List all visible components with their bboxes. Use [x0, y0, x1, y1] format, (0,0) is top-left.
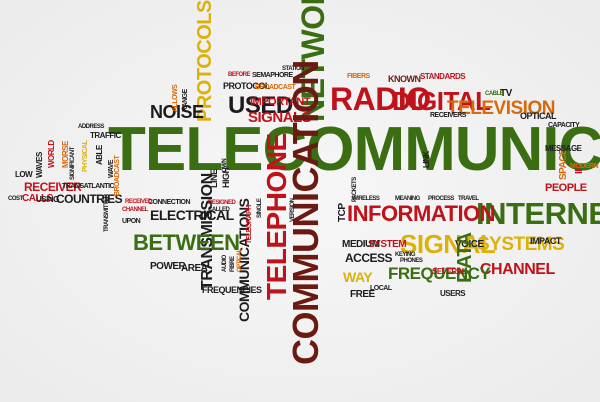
word-cost: COST [8, 196, 23, 202]
word-signal: SIGNAL [400, 229, 496, 259]
word-physical: PHYSICAL [82, 140, 89, 172]
word-important: IMPORTANT [250, 96, 311, 108]
word-television: TELEVISION [447, 98, 555, 119]
word-internet: INTERNET [476, 196, 600, 231]
word-meaning: MEANING [395, 196, 420, 202]
word-noise: NOISE [150, 102, 204, 122]
word-semaphore: SEMAPHORE [252, 72, 293, 79]
word-modern: MODERN [570, 163, 599, 170]
word-power: POWER [150, 261, 186, 272]
word-cable: CABLE [485, 91, 504, 97]
word-wireless: WIRELESS [352, 196, 380, 202]
word-before: BEFORE [228, 72, 251, 78]
word-radio: RADIO [330, 81, 431, 117]
word-range: RANGE [182, 89, 189, 112]
word-process: PROCESS [428, 196, 454, 202]
word-people: PEOPLE [545, 182, 587, 194]
word-information: INFORMATION [347, 201, 496, 226]
word-fibre: FIBRE [230, 256, 236, 273]
word-single: SINGLE [257, 198, 263, 218]
word-address: ADDRESS [78, 124, 104, 130]
word-channels: CHANNEL [122, 207, 148, 213]
word-capacity: CAPACITY [548, 122, 580, 129]
word-channel: CHANNEL [480, 261, 555, 278]
word-telephone: TELEPHONE [261, 133, 292, 300]
word-tv: TV [500, 88, 512, 99]
word-traffic: TRAFFIC [90, 131, 121, 140]
word-electrical: ELECTRICAL [150, 207, 234, 223]
word-known: KNOWN [388, 74, 421, 84]
word-transmitter: TRANSMITTER [104, 194, 110, 233]
word-users: USERS [440, 289, 466, 298]
word-digital: DIGITAL [392, 86, 491, 116]
word-signals: SIGNALS [248, 109, 312, 126]
word-low: LOW [15, 170, 33, 179]
word-link: LINK [422, 151, 431, 168]
word-area: AREA [181, 263, 208, 274]
word-connection: CONNECTION [148, 199, 191, 206]
word-voice: VOICE [455, 239, 484, 250]
word-free: FREE [350, 289, 375, 300]
word-system: SYSTEM [368, 239, 407, 250]
word-impact: IMPACT [530, 236, 561, 246]
word-broadcast-2: BROADCAST [114, 155, 121, 196]
word-waves: WAVES [35, 152, 44, 178]
word-frequency: FREQUENCY [388, 264, 491, 283]
word-phones: PHONES [400, 258, 423, 264]
word-medium: MEDIUM [342, 239, 380, 250]
word-tcp: TCP [337, 203, 348, 223]
word-several: SEVERAL [432, 267, 467, 276]
word-receivers: RECEIVERS [430, 112, 466, 119]
word-systems: SYSTEMS [477, 234, 565, 255]
word-space: SPACE [558, 148, 569, 180]
word-local: LOCAL [370, 285, 392, 292]
word-broadcast: BROADCAST [255, 84, 296, 91]
word-able: ABLE [95, 145, 104, 165]
word-protocol: PROTOCOL [223, 81, 270, 91]
word-audio: AUDIO [222, 255, 228, 272]
word-allows: ALLOWS [172, 84, 179, 112]
word-access: ACCESS [345, 251, 393, 265]
word-keying: KEYING [395, 252, 416, 258]
word-version: VERSION [290, 198, 296, 222]
word-received: RECEIVED [125, 199, 152, 205]
word-line: LINE [209, 169, 219, 188]
word-own: OWN [222, 158, 228, 172]
word-receiver: RECEIVER [24, 180, 82, 194]
word-station: STATION [282, 66, 304, 72]
word-world: WORLD [47, 140, 56, 168]
word-countries: COUNTRIES [56, 192, 123, 206]
word-using: USING [36, 195, 59, 204]
word-upon: UPON [122, 218, 141, 225]
word-telecommunication: TELECOMMUNICATION [108, 115, 600, 184]
word-significant: SIGNIFICANT [70, 147, 76, 180]
word-between: BETWEEN [133, 230, 240, 255]
word-used: USED [228, 92, 293, 119]
word-calls: CALLS [22, 193, 53, 204]
word-called: CALLED [208, 207, 230, 213]
word-frequencies: FREQUENCIES [202, 285, 262, 295]
word-transatlantic: TRANSATLANTIC [62, 183, 115, 190]
word-designed: DESIGNED [208, 200, 236, 206]
word-telegraph: TELEGRAPH [246, 205, 253, 244]
word-standards: STANDARDS [420, 72, 466, 81]
word-optical: OPTICAL [520, 111, 557, 121]
word-travel: TRAVEL [458, 196, 479, 202]
word-fibers: FIBERS [347, 73, 370, 80]
word-way: WAY [343, 269, 373, 285]
word-message: MESSAGE [545, 144, 582, 153]
word-morse: MORSE [61, 141, 70, 168]
